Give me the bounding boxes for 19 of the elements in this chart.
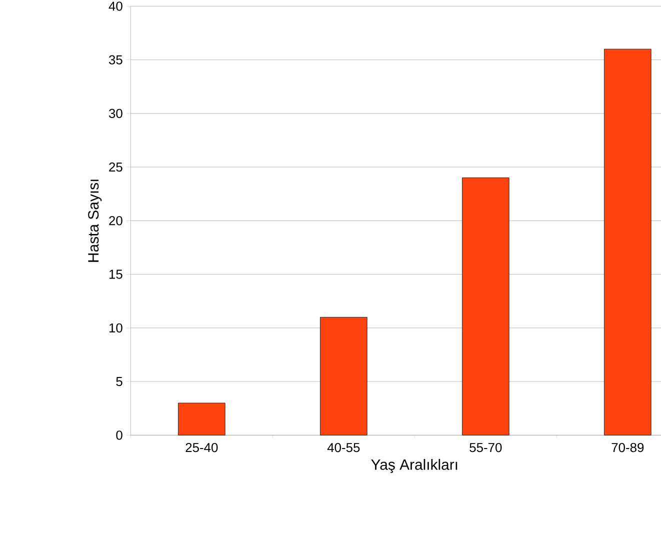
y-tick-label: 30 xyxy=(108,108,122,118)
x-axis-title: Yaş Aralıkları xyxy=(371,458,458,473)
bar xyxy=(178,402,226,436)
bar xyxy=(320,316,368,436)
y-tick-label: 35 xyxy=(108,55,122,64)
y-tick-label: 25 xyxy=(109,162,122,172)
x-tick-label: 70-89 xyxy=(612,442,644,452)
y-tick-label: 15 xyxy=(109,270,122,279)
y-tick-label: 10 xyxy=(109,323,122,333)
x-tick-label: 40-55 xyxy=(327,442,360,452)
y-tick-label: 5 xyxy=(116,377,122,386)
y-tick-label: 40 xyxy=(108,2,122,11)
bar xyxy=(462,178,510,436)
y-tick-label: 0 xyxy=(116,430,122,440)
y-tick-label: 20 xyxy=(109,216,122,226)
bar xyxy=(604,48,652,436)
x-tick-label: 55-70 xyxy=(470,442,502,452)
x-tick-label: 25-40 xyxy=(186,442,218,452)
y-axis-title: Hasta Sayısı xyxy=(88,180,102,262)
